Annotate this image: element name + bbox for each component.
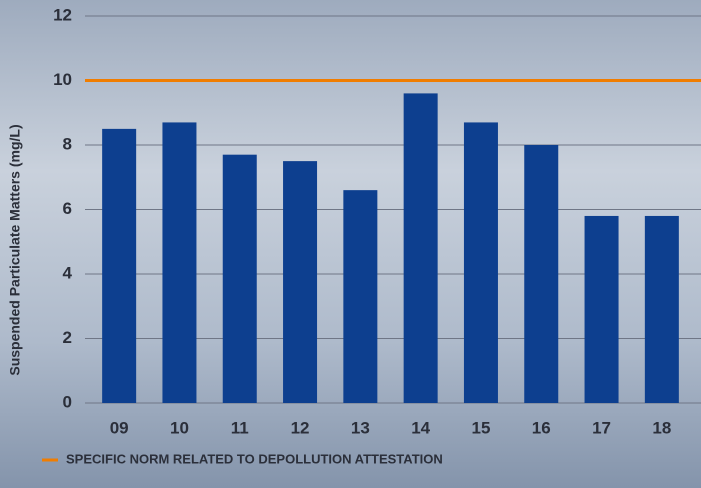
x-tick-label: 10 [170, 418, 189, 437]
x-tick-label: 12 [291, 418, 310, 437]
y-axis-label: Suspended Particulate Matters (mg/L) [7, 124, 23, 375]
y-tick-label: 0 [63, 392, 72, 411]
bar [162, 122, 197, 404]
y-tick-label: 12 [53, 5, 72, 24]
y-tick-label: 8 [63, 134, 72, 153]
x-tick-label: 15 [471, 418, 490, 437]
bar [343, 190, 378, 403]
bar [584, 215, 619, 403]
x-tick-label: 16 [532, 418, 551, 437]
y-tick-label: 4 [63, 263, 73, 282]
x-tick-label: 17 [592, 418, 611, 437]
bar [463, 122, 498, 404]
x-tick-label: 09 [110, 418, 129, 437]
x-tick-label: 18 [652, 418, 671, 437]
bar [403, 93, 438, 404]
y-tick-label: 2 [63, 328, 72, 347]
x-tick-label: 11 [231, 418, 249, 437]
x-tick-label: 14 [411, 418, 430, 437]
x-tick-label: 13 [351, 418, 370, 437]
bar [222, 154, 257, 403]
bar [524, 145, 559, 403]
bar [102, 128, 137, 403]
bar [283, 161, 318, 403]
y-tick-label: 6 [63, 199, 72, 218]
legend-label: SPECIFIC NORM RELATED TO DEPOLLUTION ATT… [66, 451, 443, 466]
bar [644, 215, 679, 403]
y-tick-label: 10 [53, 70, 72, 89]
